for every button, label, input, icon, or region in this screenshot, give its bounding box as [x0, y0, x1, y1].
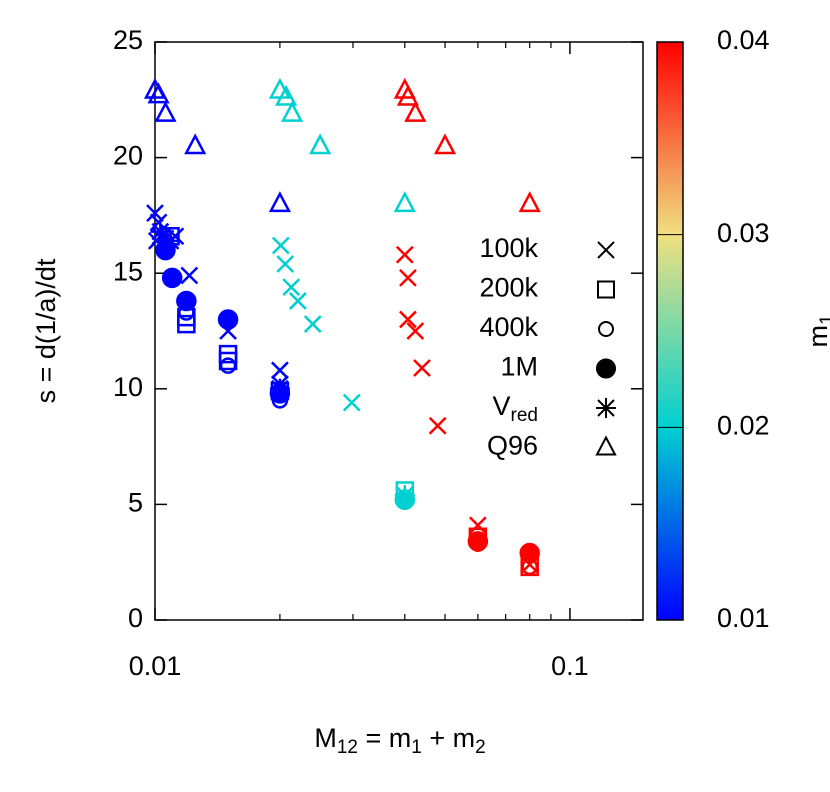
- legend-label: 200k: [479, 273, 538, 303]
- marker: [303, 315, 322, 333]
- marker: [595, 435, 617, 456]
- marker: [281, 101, 304, 122]
- plot-frame: [154, 41, 644, 621]
- y-axis-label: s = d(1/a)/dt: [31, 258, 61, 403]
- x-label-part: 12: [337, 737, 358, 758]
- legend-name: V: [493, 391, 511, 421]
- marker: [433, 133, 457, 155]
- x-axis-label: M12 = m1 + m2: [314, 723, 485, 758]
- colorbar-tick-label: 0.03: [717, 218, 770, 248]
- y-tick-label: 0: [128, 603, 143, 633]
- legend-label: 400k: [479, 312, 538, 342]
- marker: [404, 101, 427, 122]
- x-label-part: 2: [475, 737, 486, 758]
- marker: [176, 290, 197, 312]
- legend-name: 1M: [500, 352, 538, 382]
- marker: [518, 191, 541, 213]
- marker: [275, 84, 298, 106]
- series: [150, 221, 415, 506]
- marker: [406, 322, 425, 340]
- marker: [467, 531, 489, 552]
- colorbar-tick-label: 0.01: [717, 603, 770, 633]
- marker: [342, 393, 361, 412]
- marker: [399, 310, 417, 329]
- marker: [217, 309, 239, 330]
- legend-label: 100k: [479, 233, 538, 263]
- colorbar-label-part: m: [803, 325, 830, 348]
- y-tick-label: 20: [113, 141, 143, 171]
- marker: [271, 236, 290, 255]
- colorbar-label: m1: [803, 314, 830, 347]
- marker: [393, 191, 416, 213]
- marker: [177, 314, 196, 334]
- marker: [289, 292, 307, 310]
- marker: [147, 82, 170, 104]
- marker: [161, 226, 180, 246]
- legend-name: 100k: [479, 233, 538, 263]
- colorbar-tick-label: 0.04: [717, 25, 770, 55]
- y-tick-label: 5: [128, 488, 143, 518]
- marker: [219, 357, 237, 374]
- marker: [268, 191, 291, 213]
- marker: [161, 267, 183, 289]
- legend-label: Q96: [487, 431, 538, 461]
- marker: [396, 84, 420, 106]
- marker: [597, 241, 615, 259]
- marker: [309, 133, 332, 155]
- marker: [468, 516, 487, 535]
- x-label-part: = m: [358, 723, 411, 753]
- legend-label: Vred: [493, 391, 538, 426]
- marker: [180, 266, 199, 285]
- marker: [160, 230, 181, 251]
- marker: [146, 204, 164, 222]
- marker: [394, 485, 415, 506]
- series: [143, 77, 541, 213]
- marker: [184, 133, 207, 155]
- marker: [596, 398, 616, 418]
- x-tick-label: 0.1: [551, 651, 589, 681]
- x-label-part: 1: [411, 737, 422, 758]
- marker: [413, 359, 431, 377]
- y-tick-label: 15: [113, 256, 143, 286]
- legend-name: Q96: [487, 431, 538, 461]
- x-tick-label: 0.01: [129, 651, 182, 681]
- marker: [271, 361, 289, 380]
- marker: [276, 255, 295, 273]
- y-tick-label: 25: [113, 25, 143, 55]
- x-label-part: M: [314, 723, 337, 753]
- marker: [269, 378, 290, 399]
- marker: [399, 268, 417, 287]
- marker: [154, 101, 177, 122]
- y-tick-label: 10: [113, 372, 143, 402]
- legend-name-sub: red: [511, 405, 538, 426]
- marker: [282, 278, 301, 296]
- colorbar-tick-label: 0.02: [717, 410, 770, 440]
- legend-name: 400k: [479, 312, 538, 342]
- x-label-part: + m: [422, 723, 475, 753]
- marker: [428, 416, 447, 435]
- colorbar-label-part: 1: [817, 314, 830, 325]
- legend-name: 200k: [479, 273, 538, 303]
- marker: [596, 358, 616, 379]
- colorbar: [656, 41, 684, 621]
- marker: [519, 542, 540, 564]
- marker: [150, 221, 171, 242]
- marker: [597, 280, 615, 299]
- marker: [395, 245, 414, 264]
- marker: [598, 321, 614, 337]
- legend-label: 1M: [500, 352, 538, 382]
